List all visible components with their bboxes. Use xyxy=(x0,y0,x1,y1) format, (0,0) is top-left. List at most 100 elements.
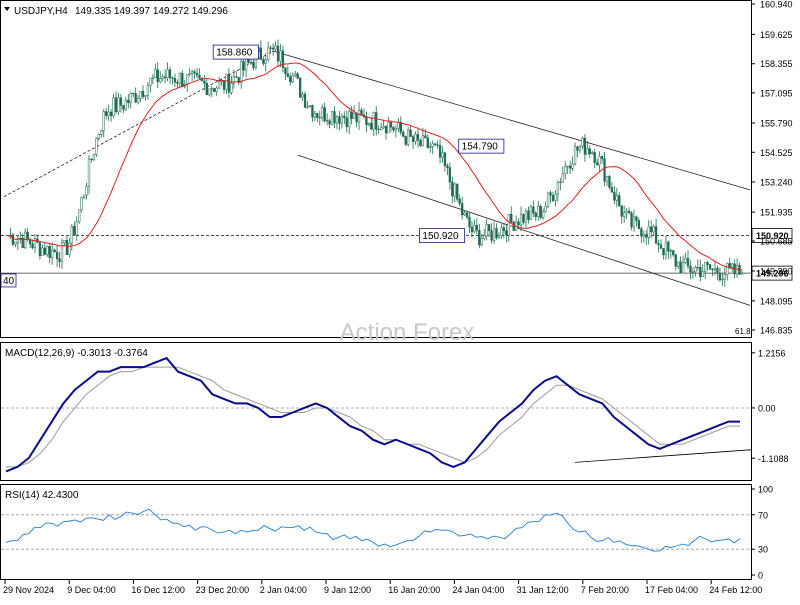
candle-body xyxy=(596,162,599,165)
candle-body xyxy=(613,191,616,201)
candle-body xyxy=(512,221,515,231)
candle-body xyxy=(139,91,142,99)
candle-body xyxy=(564,166,567,175)
candle-body xyxy=(31,243,34,249)
candle-body xyxy=(114,97,118,113)
time-tick-label: 9 Jan 12:00 xyxy=(324,585,371,595)
price-annotation-box xyxy=(212,44,259,60)
candle-body xyxy=(735,265,739,275)
candle-body xyxy=(188,72,191,75)
candle-body xyxy=(222,80,226,90)
candle-body xyxy=(524,210,528,223)
rsi-tick-label: 0 xyxy=(758,571,763,581)
moving-average-line xyxy=(7,62,743,270)
candle-body xyxy=(41,247,44,256)
candle-body xyxy=(242,61,245,71)
candle-body xyxy=(355,112,358,123)
price-title: USDJPY,H4 149.335 149.397 149.272 149.29… xyxy=(4,6,228,17)
candle-body xyxy=(603,158,606,182)
candle-body xyxy=(453,183,456,197)
time-tick-label: 23 Dec 20:00 xyxy=(196,585,250,595)
candle-body xyxy=(654,226,658,244)
macd-line xyxy=(5,356,740,473)
candle-body xyxy=(448,167,452,183)
candle-body xyxy=(510,213,513,223)
candle-body xyxy=(190,71,194,74)
symbol-title: USDJPY,H4 xyxy=(14,6,68,17)
candle-body xyxy=(281,50,285,68)
candle-body xyxy=(235,76,238,78)
candle-body xyxy=(679,261,682,274)
candle-body xyxy=(215,87,218,92)
candle-body xyxy=(573,146,577,165)
candle-body xyxy=(370,122,373,130)
candle-body xyxy=(554,193,557,201)
candle-body xyxy=(669,250,672,252)
candle-body xyxy=(333,111,336,124)
candle-body xyxy=(159,78,162,82)
candle-body xyxy=(544,206,547,212)
price-annotation-box xyxy=(419,228,466,243)
level-label-box xyxy=(751,265,793,281)
candle-body xyxy=(205,83,208,96)
candle-body xyxy=(227,73,231,93)
candle-body xyxy=(217,81,221,89)
candle-body xyxy=(136,97,140,103)
candle-body xyxy=(419,139,422,146)
candle-body xyxy=(593,152,596,164)
candle-body xyxy=(313,113,317,118)
price-tick-label: 160.940 xyxy=(760,0,793,10)
candle-body xyxy=(615,195,618,201)
candle-body xyxy=(483,235,486,239)
candle-body xyxy=(195,72,199,76)
macd-trendline xyxy=(574,449,753,463)
rsi-tick-label: 100 xyxy=(758,485,773,495)
candle-body xyxy=(456,183,459,200)
watermark: Action Forex xyxy=(340,319,475,346)
candle-body xyxy=(704,262,707,272)
channel-lower-line xyxy=(297,154,751,306)
candle-body xyxy=(16,238,19,243)
candle-body xyxy=(527,210,530,220)
candle-body xyxy=(63,240,66,244)
candle-body xyxy=(431,143,434,147)
level-label-box xyxy=(751,228,793,243)
candle-body xyxy=(699,267,702,277)
price-annotation-label: 158.860 xyxy=(216,48,253,59)
rsi-tick-label: 30 xyxy=(758,545,768,555)
candle-body xyxy=(379,127,383,131)
candle-body xyxy=(247,58,250,63)
rsi-title: RSI(14) 42.4300 xyxy=(5,490,79,501)
candle-body xyxy=(340,115,344,124)
dropdown-triangle-icon[interactable] xyxy=(4,7,10,11)
time-tick-label: 2 Jan 04:00 xyxy=(260,585,307,595)
candle-body xyxy=(384,125,388,134)
candle-body xyxy=(286,73,290,77)
candle-body xyxy=(677,261,680,267)
candle-body xyxy=(475,225,479,231)
candle-body xyxy=(465,212,469,218)
candle-body xyxy=(392,126,395,131)
candle-body xyxy=(156,69,159,82)
macd-tick-label: 0.00 xyxy=(758,403,776,413)
candle-body xyxy=(630,212,633,228)
candle-body xyxy=(325,120,329,122)
candle-body xyxy=(279,50,282,62)
price-annotation-label: 150.920 xyxy=(422,231,459,242)
candle-body xyxy=(186,74,189,85)
price-annotation-box xyxy=(458,138,505,154)
price-tick-label: 146.835 xyxy=(760,326,793,336)
time-tick-label: 24 Jan 04:00 xyxy=(452,585,504,595)
candle-body xyxy=(740,272,744,275)
candle-body xyxy=(19,237,22,239)
candle-body xyxy=(208,88,211,96)
time-tick-label: 17 Feb 04:00 xyxy=(645,585,698,595)
candle-body xyxy=(144,95,147,97)
level-label: 149.296 xyxy=(756,269,789,279)
candle-body xyxy=(316,113,319,118)
candle-body xyxy=(519,213,523,226)
candle-body xyxy=(375,112,378,130)
candle-body xyxy=(122,105,125,110)
candle-body xyxy=(576,146,579,151)
